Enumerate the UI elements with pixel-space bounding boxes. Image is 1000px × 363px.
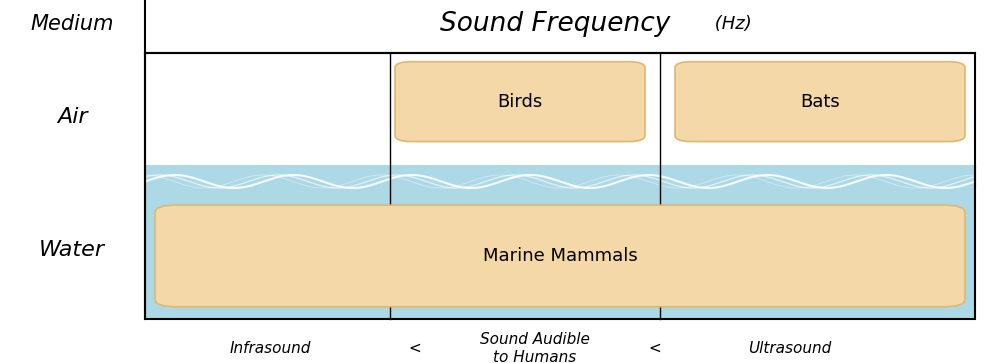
Text: Ultrasound: Ultrasound <box>748 341 832 356</box>
Bar <box>145 182 975 319</box>
Text: Air: Air <box>57 107 87 127</box>
Text: Marine Mammals: Marine Mammals <box>483 247 637 265</box>
Text: Bats: Bats <box>800 93 840 111</box>
Text: Sound Frequency: Sound Frequency <box>440 11 670 37</box>
Text: Infrasound: Infrasound <box>229 341 311 356</box>
Text: (Hz): (Hz) <box>709 15 751 33</box>
Text: Birds: Birds <box>497 93 543 111</box>
Text: <: < <box>649 341 661 356</box>
Text: Medium: Medium <box>30 13 114 34</box>
FancyBboxPatch shape <box>675 62 965 142</box>
Bar <box>145 53 975 181</box>
Bar <box>145 53 975 319</box>
FancyBboxPatch shape <box>155 205 965 307</box>
Text: Water: Water <box>39 240 105 261</box>
Text: Sound Audible
to Humans: Sound Audible to Humans <box>480 332 590 363</box>
Text: <: < <box>409 341 421 356</box>
FancyBboxPatch shape <box>395 62 645 142</box>
